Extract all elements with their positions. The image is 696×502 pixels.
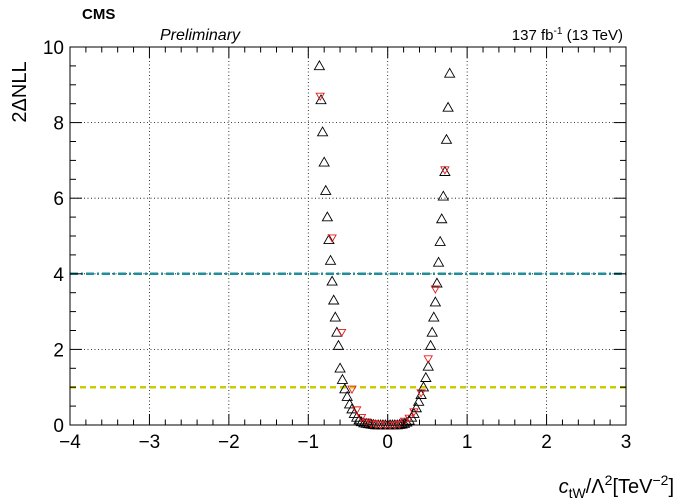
x-tick-label: 2 <box>541 432 552 453</box>
data-point-series-0 <box>339 383 351 394</box>
x-tick-label: −1 <box>297 432 319 453</box>
data-point-series-1 <box>399 417 410 427</box>
reference-lines <box>70 272 626 389</box>
data-point-series-0 <box>341 390 353 401</box>
data-point-series-0 <box>424 339 437 350</box>
data-point-series-0 <box>336 373 349 384</box>
y-axis-label: 2ΔNLL <box>9 61 31 122</box>
data-point-series-0 <box>432 256 445 267</box>
data-point-series-0 <box>403 414 415 425</box>
data-point-series-0 <box>334 362 346 373</box>
data-point-series-0 <box>428 311 440 322</box>
tick-labels: −4 −3 −2 −1 0 1 2 3 0 2 4 6 8 10 <box>43 38 631 453</box>
data-point-series-1 <box>347 385 357 394</box>
data-points <box>313 59 456 430</box>
data-point-series-0 <box>415 388 427 399</box>
x-tick-label: 3 <box>621 432 632 453</box>
data-point-series-0 <box>429 296 442 307</box>
x-tick-label: −2 <box>218 432 240 453</box>
data-point-series-0 <box>442 101 454 112</box>
data-point-series-0 <box>435 213 448 224</box>
data-point-series-0 <box>426 326 438 337</box>
data-point-series-0 <box>329 311 342 322</box>
data-point-series-0 <box>319 184 332 195</box>
data-point-series-1 <box>416 389 426 398</box>
plot-frame <box>69 46 627 426</box>
x-tick-label: −4 <box>59 432 81 453</box>
data-point-series-0 <box>412 395 425 406</box>
experiment-label: CMS <box>82 6 115 23</box>
x-tick-label: 0 <box>382 432 393 453</box>
data-point-series-0 <box>443 67 456 78</box>
y-tick-label: 4 <box>53 265 64 286</box>
axes <box>69 46 627 426</box>
data-point-series-0 <box>398 417 411 428</box>
data-point-series-0 <box>316 126 329 137</box>
data-point-series-0 <box>434 235 446 246</box>
y-tick-label: 6 <box>53 189 64 210</box>
status-label: Preliminary <box>160 27 241 44</box>
data-point-series-0 <box>321 211 334 222</box>
data-point-series-0 <box>327 294 340 305</box>
x-tick-label: −3 <box>139 432 161 453</box>
y-tick-label: 10 <box>43 38 64 59</box>
data-point-series-0 <box>437 190 450 201</box>
data-point-series-0 <box>431 277 443 288</box>
data-point-series-0 <box>422 360 434 371</box>
data-point-series-1 <box>440 166 450 175</box>
data-point-series-0 <box>440 133 453 144</box>
luminosity-label: 137 fb-1 (13 TeV) <box>512 26 623 44</box>
data-point-series-1 <box>409 408 419 417</box>
y-tick-label: 2 <box>53 340 64 361</box>
data-point-series-0 <box>318 156 330 167</box>
data-point-series-0 <box>323 233 335 244</box>
data-point-series-1 <box>336 328 347 338</box>
data-point-series-0 <box>439 165 451 176</box>
data-point-series-1 <box>356 413 367 423</box>
data-point-series-1 <box>404 414 414 424</box>
y-tick-label: 8 <box>53 114 64 135</box>
data-point-series-0 <box>417 381 430 392</box>
data-point-series-0 <box>332 339 345 350</box>
y-tick-label: 0 <box>53 416 64 437</box>
x-tick-label: 1 <box>462 432 473 453</box>
data-point-series-1 <box>315 92 325 102</box>
data-point-series-1 <box>351 406 362 415</box>
data-point-series-0 <box>313 59 326 71</box>
data-point-series-0 <box>324 254 337 265</box>
data-point-series-0 <box>420 371 432 382</box>
data-point-series-0 <box>353 414 365 425</box>
data-point-series-1 <box>430 285 441 294</box>
data-point-series-1 <box>327 234 337 243</box>
data-point-series-0 <box>408 407 420 418</box>
x-axis-label: ctW/Λ2[TeV−2] <box>559 472 674 501</box>
data-point-series-0 <box>326 275 338 286</box>
grid-lines <box>70 47 626 425</box>
data-point-series-0 <box>315 94 327 105</box>
data-point-series-1 <box>423 355 433 364</box>
